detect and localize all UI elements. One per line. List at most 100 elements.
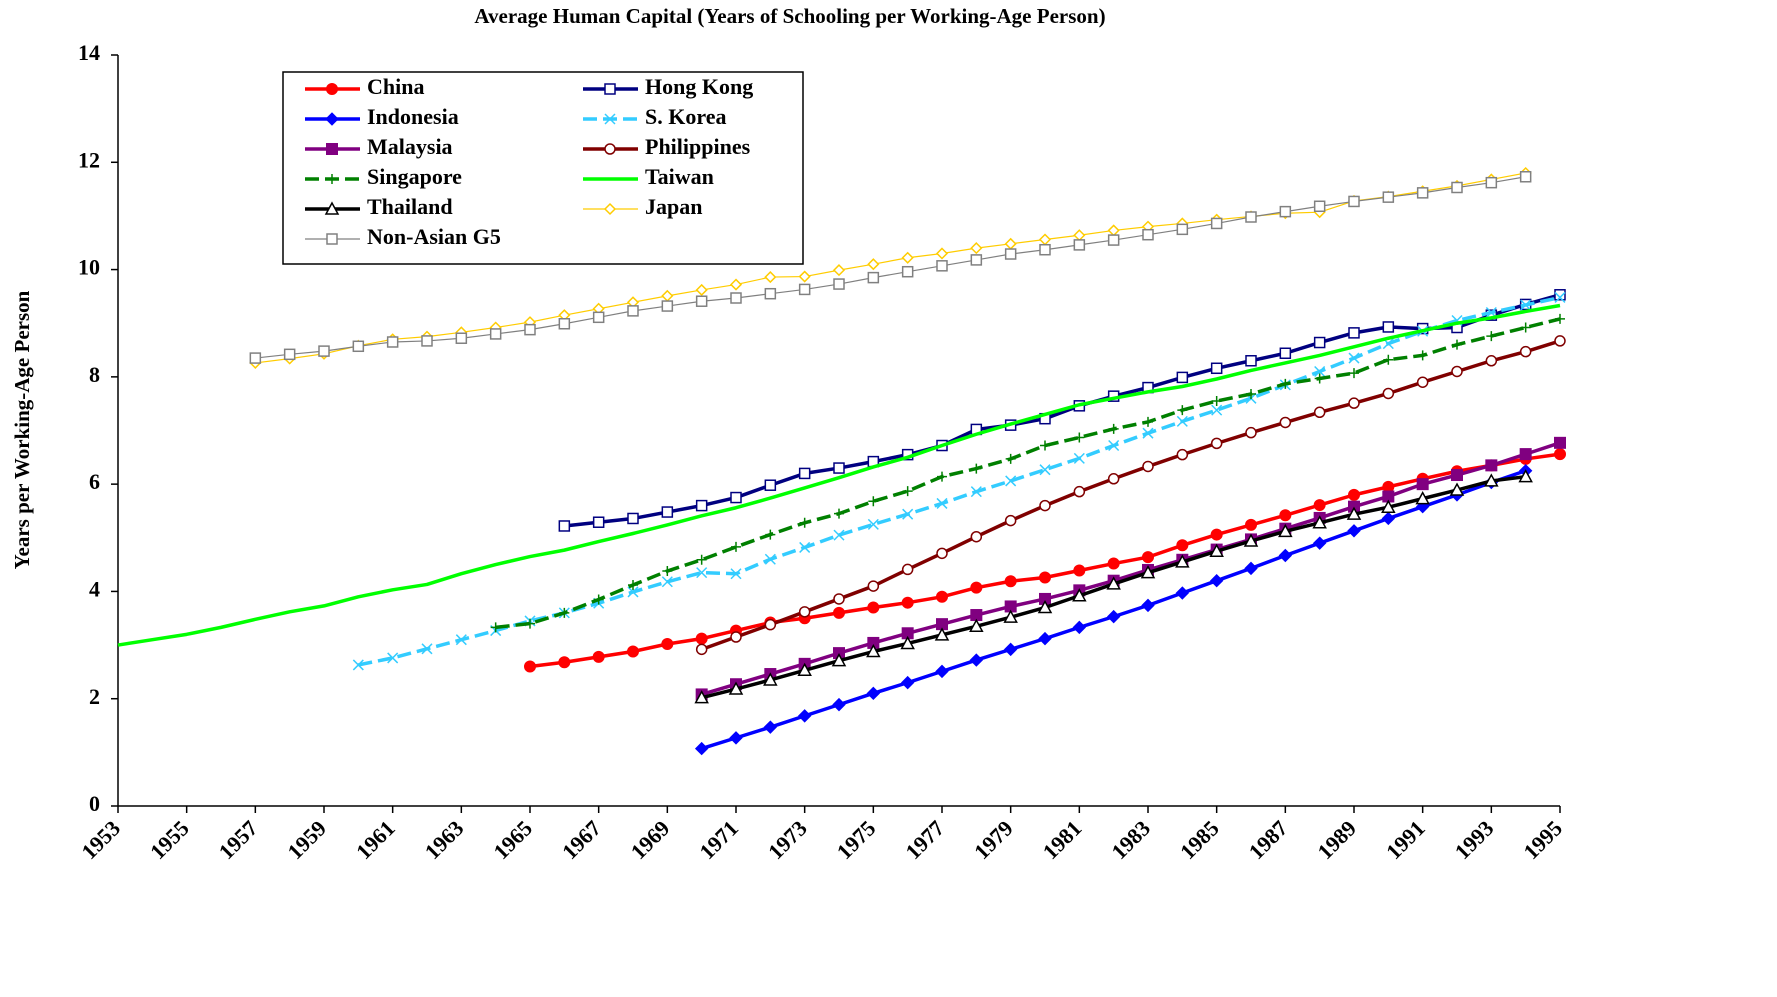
marker xyxy=(1039,571,1051,584)
marker xyxy=(1415,491,1430,505)
marker xyxy=(867,580,880,592)
y-tick-label: 12 xyxy=(78,147,100,172)
marker xyxy=(866,686,881,701)
legend-label: Hong Kong xyxy=(645,74,753,99)
marker xyxy=(1243,533,1259,547)
marker xyxy=(1106,609,1121,624)
marker xyxy=(1107,473,1120,485)
marker xyxy=(695,643,708,656)
marker xyxy=(1382,321,1395,333)
marker xyxy=(1383,354,1394,365)
marker xyxy=(832,697,846,712)
marker xyxy=(1518,469,1533,483)
marker xyxy=(971,463,982,474)
marker xyxy=(833,593,845,605)
marker xyxy=(728,681,744,695)
marker xyxy=(1175,554,1190,568)
marker xyxy=(1312,536,1327,550)
legend-marker xyxy=(324,201,340,215)
marker xyxy=(694,690,709,704)
marker xyxy=(970,242,983,255)
marker xyxy=(455,332,468,344)
marker xyxy=(1245,211,1257,223)
marker xyxy=(970,486,982,498)
marker xyxy=(1451,469,1463,482)
marker xyxy=(1452,339,1462,350)
marker xyxy=(695,295,708,307)
marker xyxy=(524,323,536,336)
series-markers xyxy=(694,469,1533,704)
marker xyxy=(386,336,399,348)
marker xyxy=(1520,299,1532,311)
marker xyxy=(936,260,948,272)
marker xyxy=(833,278,845,290)
marker xyxy=(1381,499,1396,513)
marker xyxy=(627,305,639,317)
marker xyxy=(1348,352,1360,364)
marker xyxy=(1176,448,1189,461)
marker xyxy=(1176,539,1189,552)
marker xyxy=(1416,478,1429,491)
x-tick-label: 1985 xyxy=(1175,815,1224,864)
marker xyxy=(559,607,570,618)
marker xyxy=(763,720,778,734)
x-tick-label: 1965 xyxy=(488,815,537,864)
marker xyxy=(834,508,844,519)
marker xyxy=(695,283,708,297)
marker xyxy=(799,517,810,528)
marker xyxy=(1211,395,1222,406)
marker xyxy=(969,618,984,633)
marker xyxy=(798,283,811,296)
marker xyxy=(318,345,330,357)
marker xyxy=(1004,575,1017,588)
marker xyxy=(695,499,708,512)
marker xyxy=(695,632,708,645)
marker xyxy=(833,606,845,619)
marker xyxy=(1485,176,1498,189)
marker xyxy=(1107,557,1120,570)
marker xyxy=(525,618,535,629)
marker xyxy=(1040,440,1050,451)
legend-label: Singapore xyxy=(367,164,462,189)
marker xyxy=(1278,548,1293,563)
x-tick-label: 1983 xyxy=(1106,815,1155,864)
marker xyxy=(764,618,777,631)
marker xyxy=(731,541,741,552)
marker xyxy=(797,662,812,677)
legend-label: Taiwan xyxy=(645,164,714,189)
marker xyxy=(1039,464,1051,476)
marker xyxy=(1038,233,1052,246)
marker xyxy=(1073,485,1086,498)
marker xyxy=(490,622,501,633)
marker xyxy=(1106,576,1121,590)
marker xyxy=(1519,345,1532,358)
marker xyxy=(868,496,879,507)
marker xyxy=(730,631,742,643)
marker xyxy=(935,664,949,679)
marker xyxy=(1039,499,1051,512)
marker xyxy=(627,512,639,525)
marker xyxy=(1349,368,1359,379)
series-markers xyxy=(695,335,1566,656)
marker xyxy=(524,660,536,673)
y-tick-label: 6 xyxy=(89,469,100,494)
marker xyxy=(1312,515,1327,529)
marker xyxy=(867,271,880,284)
marker xyxy=(1177,405,1188,416)
x-tick-label: 1993 xyxy=(1450,815,1499,864)
marker xyxy=(1313,406,1326,419)
marker xyxy=(1176,415,1188,427)
marker xyxy=(661,637,674,650)
marker xyxy=(867,518,879,530)
marker xyxy=(1279,416,1292,429)
series-line xyxy=(357,295,1561,667)
marker xyxy=(832,264,846,277)
marker xyxy=(936,590,948,603)
marker xyxy=(1313,336,1326,349)
marker xyxy=(455,634,467,646)
marker xyxy=(283,348,296,361)
marker xyxy=(1108,423,1119,434)
marker xyxy=(1314,365,1326,378)
chart-title: Average Human Capital (Years of Schoolin… xyxy=(474,4,1105,28)
